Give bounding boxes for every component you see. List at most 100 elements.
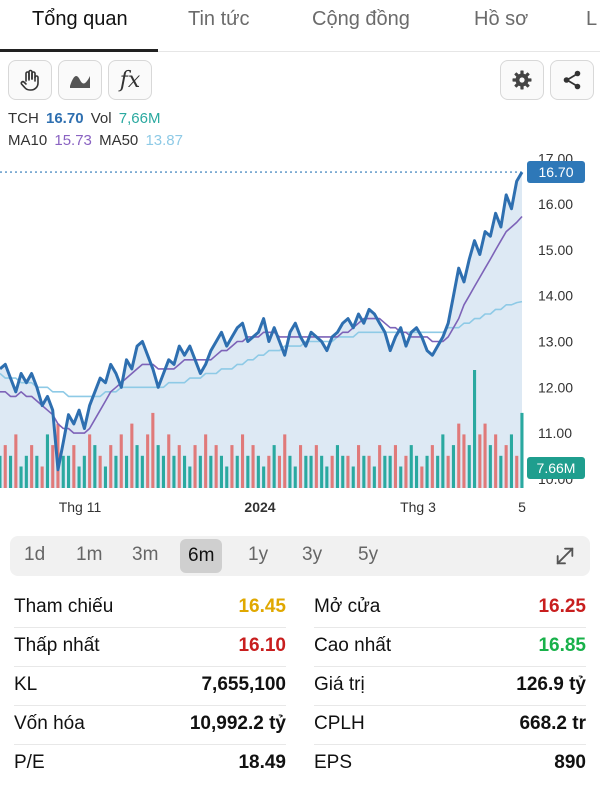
volume-bar [372,466,376,488]
tab-news[interactable]: Tin tức [188,8,250,30]
volume-bar [140,455,144,488]
volume-bar [462,434,466,488]
volume-bar [399,466,403,488]
volume-bar [130,423,134,488]
stat-pe: P/E 18.49 [14,746,286,784]
volume-bar [177,445,181,488]
volume-bar [357,445,361,488]
volume-bar [473,370,477,488]
settings-button[interactable] [500,60,544,100]
stat-label: KL [14,674,38,695]
price-area-fill [0,172,522,488]
expand-icon[interactable] [554,545,576,567]
line-type-button[interactable] [58,60,102,100]
active-tab-underline [0,49,158,52]
stat-value: 668.2 tr [519,713,586,734]
stat-label: EPS [314,752,353,773]
volume-bar [67,455,71,488]
share-button[interactable] [550,60,594,100]
volume-bar [156,445,160,488]
volume-bar [241,434,245,488]
volume-bar [251,445,255,488]
volume-bar [362,455,366,488]
volume-bar [483,423,487,488]
stat-label: CPLH [314,713,365,734]
volume-bar [35,455,39,488]
y-tick-label: 12.00 [538,379,573,395]
ma10-line [0,215,523,434]
volume-bar [404,455,408,488]
y-tick-label: 13.00 [538,334,573,350]
period-3m[interactable]: 3m [132,544,159,565]
hand-tool-button[interactable] [8,60,52,100]
y-tick-label: 15.00 [538,242,573,258]
x-tick-label: 5 [518,499,526,515]
period-6m[interactable]: 6m [180,539,223,573]
volume-bar [499,455,503,488]
hand-icon [20,69,39,91]
volume-bar [151,412,155,488]
volume-bar [314,445,318,488]
volume-bar [409,445,413,488]
stat-shares-outstanding: CPLH 668.2 tr [314,707,586,745]
volume-bar [325,466,329,488]
volume-bar [114,455,118,488]
stat-label: Vốn hóa [14,713,85,734]
period-5y[interactable]: 5y [358,544,379,565]
volume-bar [288,455,292,488]
volume-bar [262,466,266,488]
price-value: 16.70 [46,110,84,127]
volume-bar [388,455,392,488]
volume-bar [293,466,297,488]
volume-bar [509,434,513,488]
volume-bar [341,455,345,488]
last-volume-badge-label: 7.66M [537,460,576,476]
x-tick-label: 2024 [244,499,275,515]
volume-bar [515,455,519,488]
stat-label: Mở cửa [314,596,381,617]
period-1y[interactable]: 1y [248,544,269,565]
volume-bar [504,445,508,488]
volume-bar [3,445,7,488]
volume-bar [309,455,313,488]
stat-reference: Tham chiếu 16.45 [14,590,286,628]
volume-bar [167,434,171,488]
ma50-label: MA50 [99,132,139,149]
volume-bar [51,445,55,488]
volume-bar [351,466,355,488]
stat-label: Tham chiếu [14,596,114,617]
tab-profile[interactable]: Hồ sơ [474,8,529,30]
volume-bar [320,455,324,488]
volume-bar [219,455,223,488]
indicator-button[interactable]: fx [108,60,152,100]
ma50-line [0,300,523,398]
volume-bar [436,455,440,488]
period-3y[interactable]: 3y [302,544,323,565]
volume-bar [125,455,129,488]
period-1m[interactable]: 1m [76,544,103,565]
stat-eps: EPS 890 [314,746,586,784]
stat-value: 16.10 [238,635,286,656]
y-tick-label: 11.00 [538,425,572,441]
tab-overview[interactable]: Tổng quan [32,8,128,30]
stat-label: P/E [14,752,45,773]
volume-bar [172,455,176,488]
volume-bar [520,412,524,488]
tab-more[interactable]: L [586,8,598,30]
vol-label: Vol [90,110,112,127]
volume-bar [425,455,429,488]
price-chart[interactable]: 17.0016.0015.0014.0013.0012.0011.0010.00… [0,100,600,525]
stat-open: Mở cửa 16.25 [314,590,586,628]
volume-bar [393,445,397,488]
volume-bar [214,445,218,488]
volume-bar [346,455,350,488]
gear-icon [512,70,532,90]
period-selector: 1d 1m 3m 6m 1y 3y 5y [10,536,590,576]
stat-label: Cao nhất [314,635,392,656]
volume-bar [256,455,260,488]
tab-community[interactable]: Cộng đồng [312,8,410,30]
volume-bar [420,466,424,488]
last-price-badge [527,161,585,184]
volume-bar [45,434,49,488]
period-1d[interactable]: 1d [24,544,46,565]
